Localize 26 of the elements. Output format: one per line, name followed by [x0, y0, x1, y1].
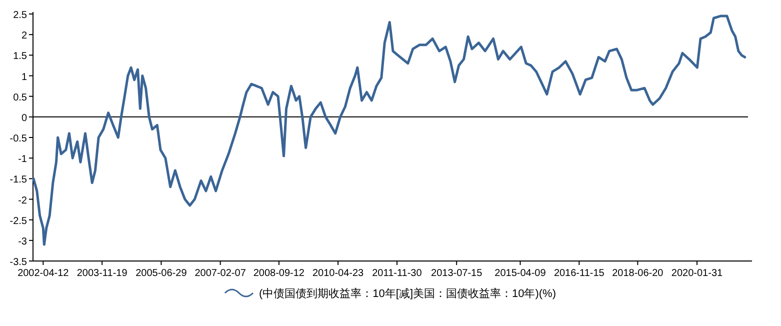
- y-tick-label: -3: [18, 236, 28, 248]
- y-tick-label: -1: [18, 154, 28, 166]
- y-tick-label: -0.5: [10, 134, 28, 144]
- x-tick-label: 2007-02-07: [194, 268, 246, 279]
- y-tick-label: 2.5: [13, 10, 28, 21]
- x-tick-label: 2003-11-19: [76, 268, 128, 279]
- y-tick-label: -2: [18, 195, 28, 206]
- y-tick-label: -1.5: [10, 174, 28, 186]
- x-tick-label: 2011-11-30: [372, 268, 422, 279]
- x-tick-label: 2013-07-15: [431, 268, 483, 279]
- y-tick-label: 2: [21, 30, 28, 42]
- y-tick-label: 1.5: [13, 51, 28, 62]
- y-tick-label: 1: [21, 72, 28, 83]
- x-tick-label: 2008-09-12: [253, 268, 305, 279]
- x-tick-label: 2018-06-20: [612, 268, 664, 279]
- x-tick-label: 2020-01-31: [671, 268, 724, 279]
- y-tick-label: 0: [21, 112, 28, 124]
- x-tick-label: 2002-04-12: [18, 268, 70, 279]
- y-tick-label: -2.5: [10, 216, 28, 227]
- x-tick-label: 2010-04-23: [312, 268, 364, 279]
- legend-label: (中债国债到期收益率：10年[减]美国：国债收益率：10年)(%): [258, 287, 556, 300]
- x-tick-label: 2016-11-15: [554, 268, 605, 279]
- x-tick-label: 2005-06-29: [136, 268, 188, 279]
- x-tick-label: 2015-04-09: [494, 268, 546, 279]
- y-tick-label: -3.5: [10, 257, 28, 268]
- y-tick-label: 0.5: [13, 92, 28, 104]
